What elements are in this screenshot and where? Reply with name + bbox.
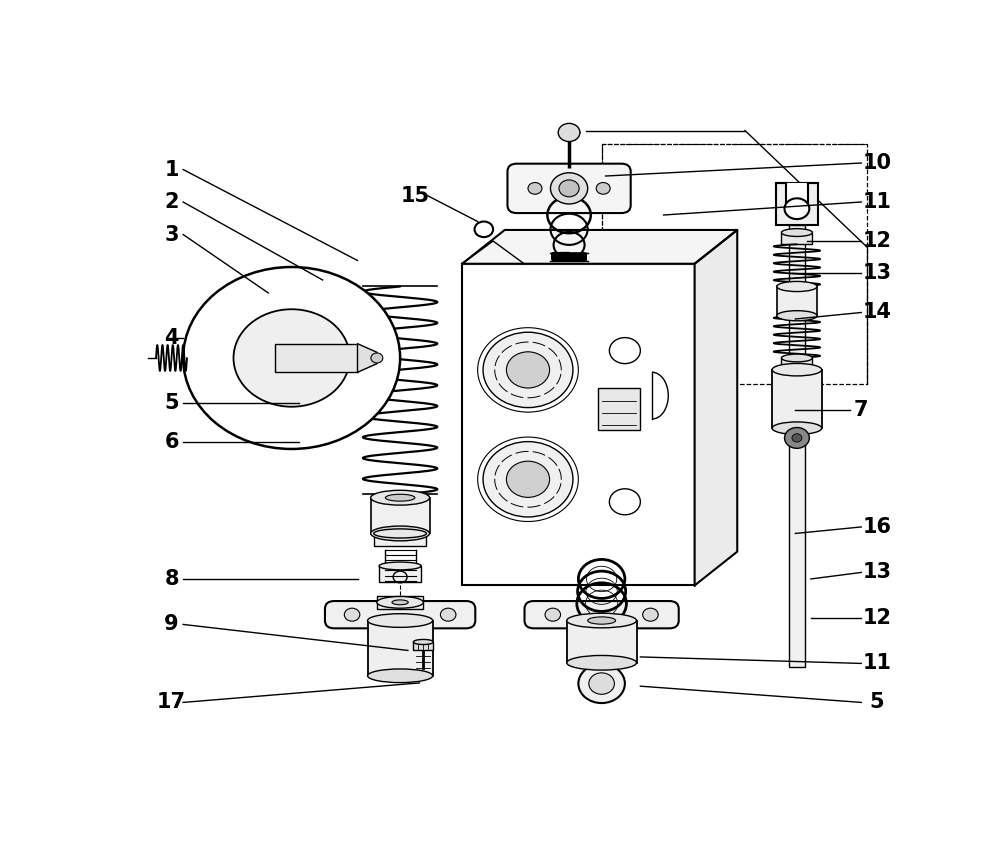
Text: 5: 5 <box>869 692 884 712</box>
Circle shape <box>183 267 400 449</box>
Text: 11: 11 <box>862 192 891 212</box>
Circle shape <box>475 221 493 237</box>
Text: 14: 14 <box>862 302 891 322</box>
Bar <box>413 642 433 650</box>
Ellipse shape <box>368 669 433 683</box>
Circle shape <box>545 609 561 621</box>
Circle shape <box>792 434 802 442</box>
FancyBboxPatch shape <box>525 601 679 628</box>
Bar <box>377 596 423 609</box>
Circle shape <box>785 198 809 219</box>
Ellipse shape <box>377 597 423 609</box>
Bar <box>275 344 358 372</box>
Bar <box>368 620 433 676</box>
Text: 7: 7 <box>854 400 868 420</box>
Bar <box>786 182 808 202</box>
Text: 10: 10 <box>862 153 891 173</box>
Circle shape <box>578 664 625 703</box>
Text: 12: 12 <box>862 608 891 628</box>
Circle shape <box>596 182 610 194</box>
Text: 13: 13 <box>862 263 891 284</box>
Circle shape <box>440 609 456 621</box>
Circle shape <box>559 180 579 197</box>
Circle shape <box>589 673 614 695</box>
Circle shape <box>558 123 580 142</box>
Bar <box>598 387 640 430</box>
Circle shape <box>506 461 550 497</box>
FancyBboxPatch shape <box>325 601 475 628</box>
Ellipse shape <box>413 640 433 645</box>
Polygon shape <box>462 230 737 263</box>
Circle shape <box>234 309 350 407</box>
Circle shape <box>550 173 588 204</box>
Bar <box>379 566 421 582</box>
Circle shape <box>785 428 809 448</box>
Text: 11: 11 <box>862 653 891 674</box>
Bar <box>777 286 817 316</box>
Ellipse shape <box>379 562 421 570</box>
Ellipse shape <box>567 656 637 670</box>
Text: 9: 9 <box>164 614 179 635</box>
Bar <box>781 358 812 370</box>
Text: 6: 6 <box>164 432 179 452</box>
Circle shape <box>483 441 573 517</box>
Ellipse shape <box>385 495 415 501</box>
Ellipse shape <box>374 529 426 538</box>
Bar <box>789 225 805 667</box>
Ellipse shape <box>371 490 430 505</box>
Ellipse shape <box>588 617 616 625</box>
Bar <box>781 233 812 244</box>
Text: 3: 3 <box>164 225 179 245</box>
Circle shape <box>643 609 658 621</box>
Text: 13: 13 <box>862 562 891 582</box>
Ellipse shape <box>368 614 433 627</box>
Ellipse shape <box>781 354 812 362</box>
Text: 8: 8 <box>164 569 179 589</box>
Text: 1: 1 <box>164 160 179 180</box>
Bar <box>371 498 430 533</box>
Bar <box>567 620 637 663</box>
Polygon shape <box>358 344 377 372</box>
FancyBboxPatch shape <box>507 164 631 213</box>
Ellipse shape <box>392 600 408 605</box>
Bar <box>462 263 695 586</box>
Text: 16: 16 <box>862 517 891 537</box>
Ellipse shape <box>567 614 637 628</box>
Ellipse shape <box>777 311 817 321</box>
Circle shape <box>506 352 550 388</box>
Ellipse shape <box>772 422 822 435</box>
Circle shape <box>483 333 573 408</box>
Bar <box>374 533 426 546</box>
Text: 4: 4 <box>164 328 179 349</box>
Ellipse shape <box>781 229 812 236</box>
Text: 12: 12 <box>862 231 891 251</box>
Ellipse shape <box>371 526 430 541</box>
Text: 2: 2 <box>164 192 179 212</box>
Bar <box>776 182 818 225</box>
Ellipse shape <box>777 281 817 291</box>
Circle shape <box>344 609 360 621</box>
Circle shape <box>528 182 542 194</box>
Ellipse shape <box>772 364 822 376</box>
Bar <box>772 370 822 428</box>
Polygon shape <box>695 230 737 586</box>
Text: 5: 5 <box>164 393 179 414</box>
Text: 17: 17 <box>157 692 186 712</box>
Text: 15: 15 <box>401 186 430 205</box>
Circle shape <box>371 353 383 363</box>
